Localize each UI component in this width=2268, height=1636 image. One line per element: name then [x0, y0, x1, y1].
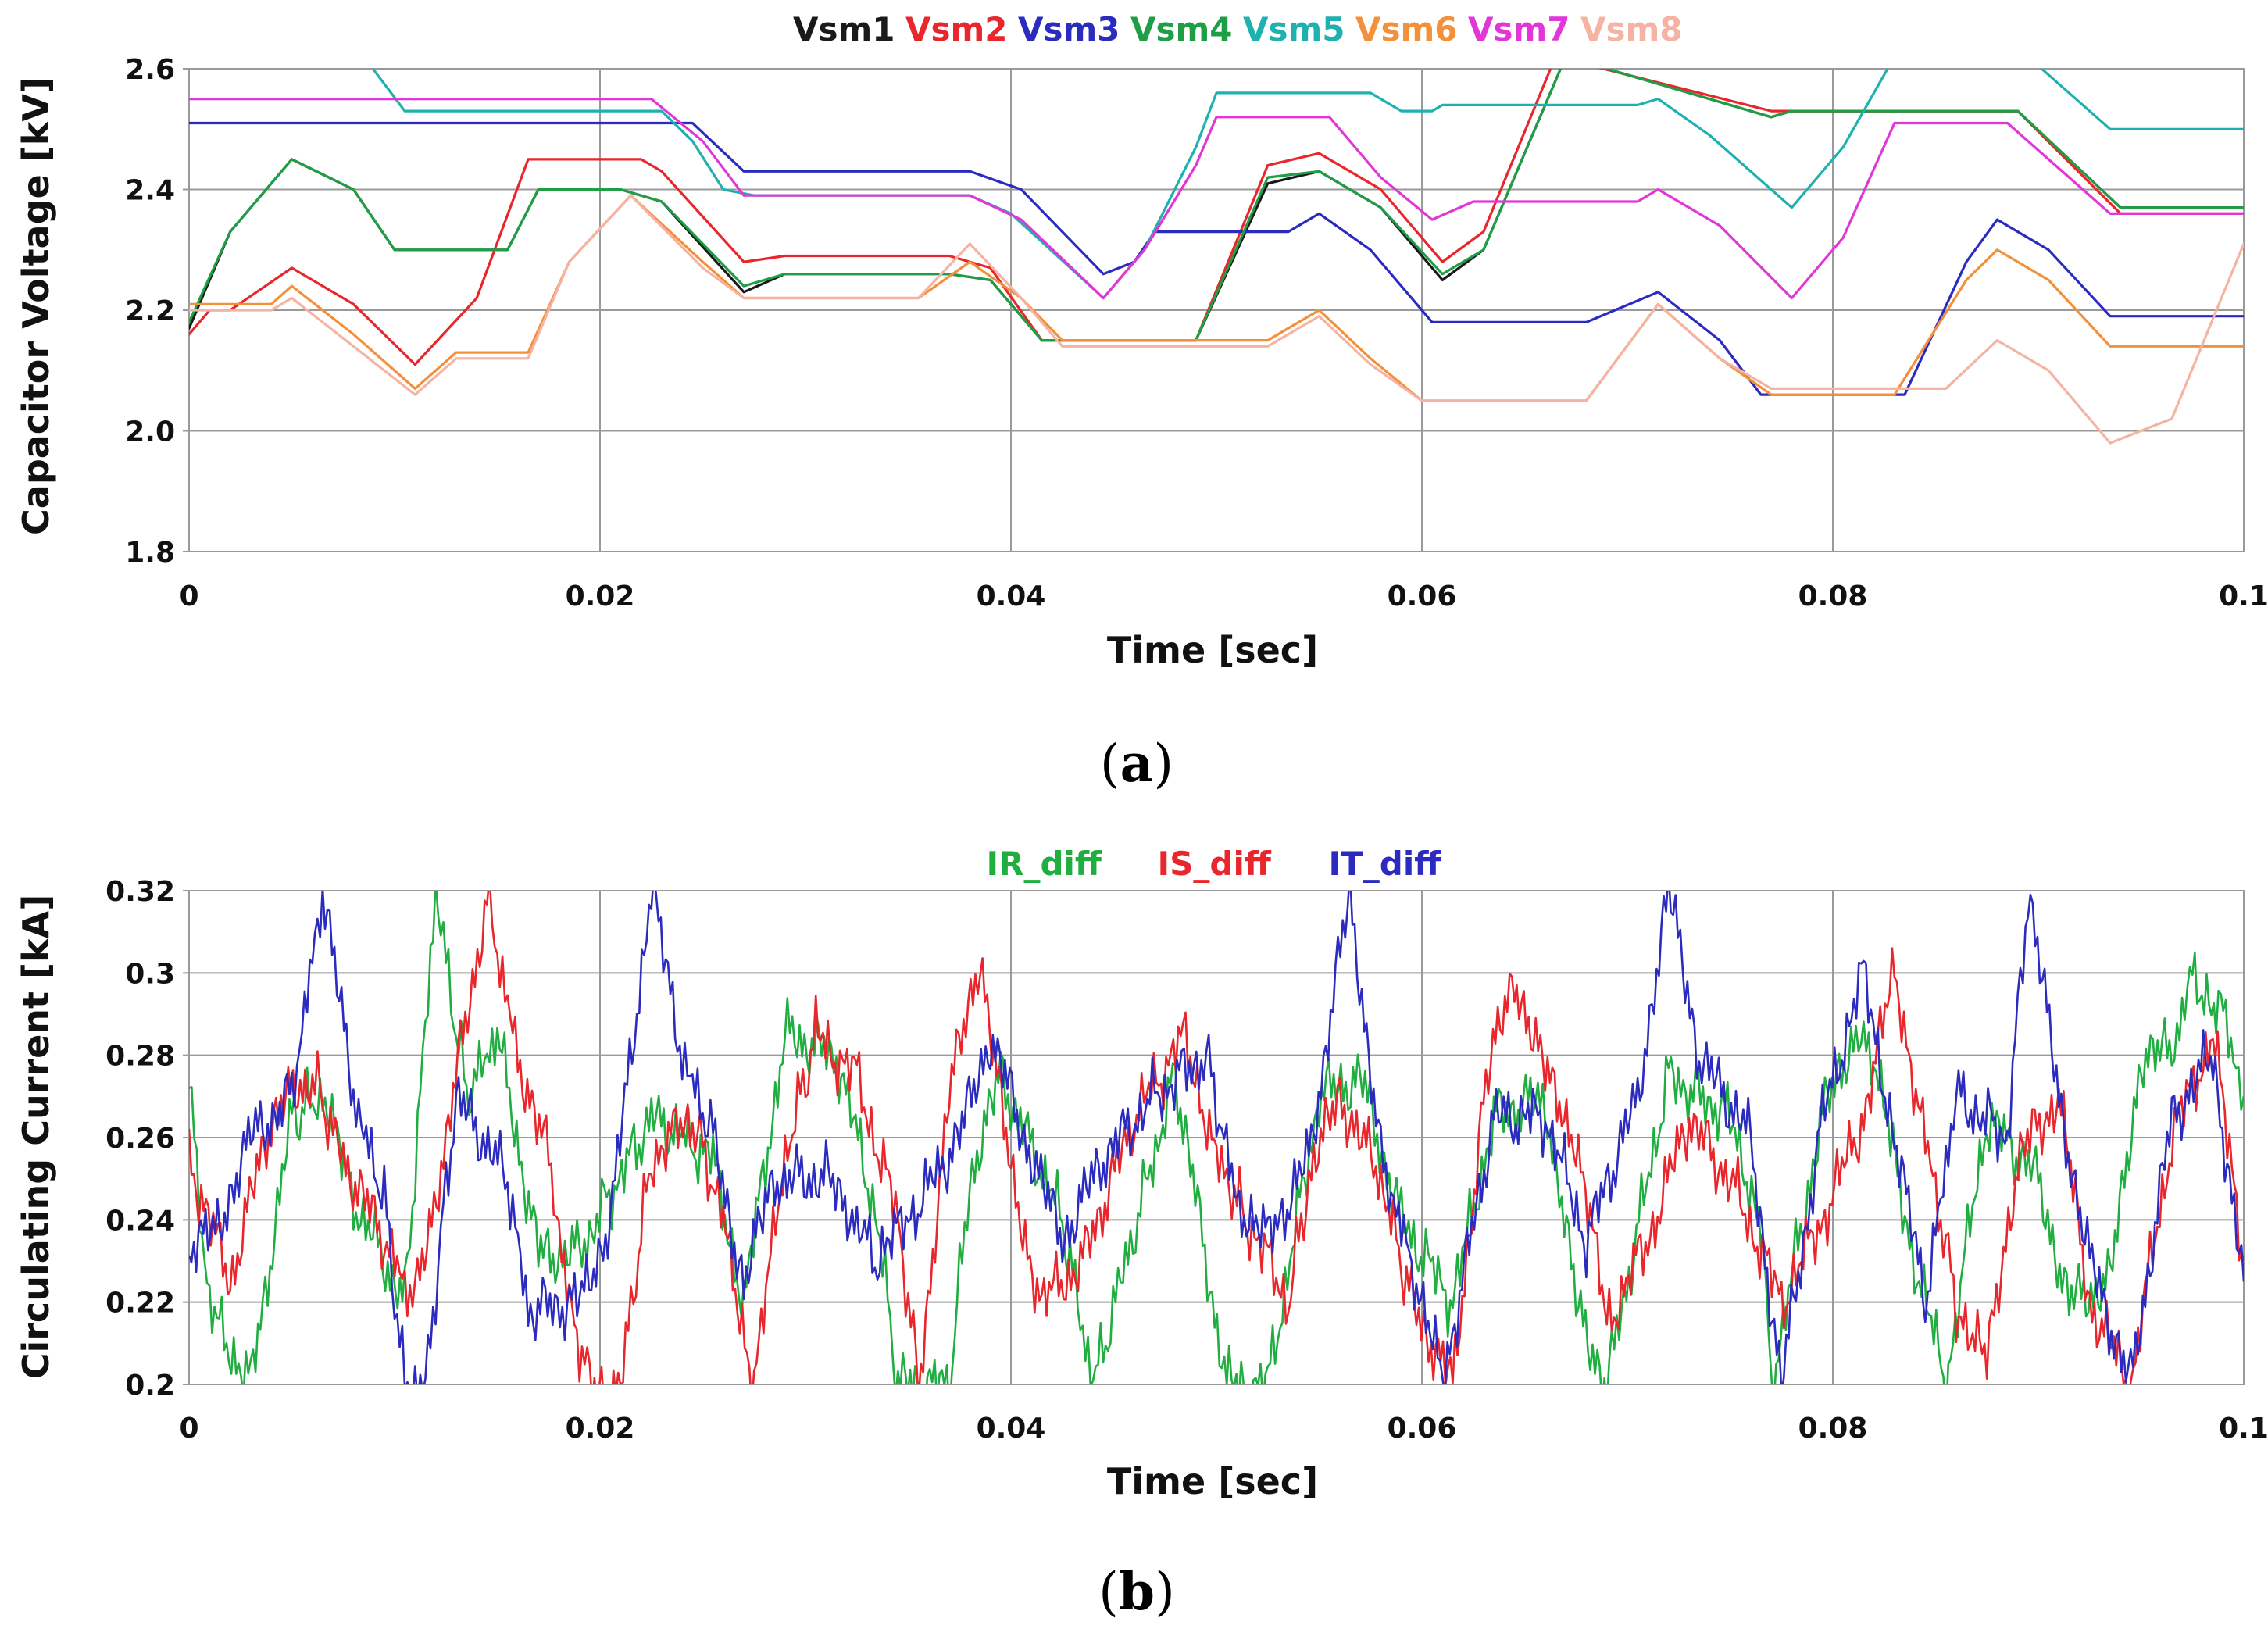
ticks-b: 0 0.02 0.04 0.06 0.08 0.1 0.2 0.22 0.24 0.26 0.28 0…: [105, 876, 2268, 1445]
legend-entry-ir-diff: IR_diff: [987, 845, 1102, 883]
y-tick-label-b: 0.32: [105, 876, 175, 908]
y-tick-label-a: 2.6: [125, 54, 175, 86]
x-tick-label-b: 0: [179, 1413, 198, 1445]
x-tick-label-a: 0.02: [566, 580, 635, 613]
grid-a: [188, 68, 2245, 552]
series-line-vsm8: [189, 194, 2244, 445]
series-line-it-diff: [189, 891, 2244, 1384]
x-tick-label-b: 0.1: [2219, 1413, 2268, 1445]
y-tick-label-b: 0.22: [105, 1288, 175, 1320]
series-line-vsm2: [189, 69, 2244, 366]
panel-label-a: (a): [1100, 733, 1173, 794]
series-layer-a: [189, 69, 2244, 445]
y-tick-label-a: 2.2: [125, 295, 175, 327]
series-layer-b: [189, 891, 2244, 1384]
chart-capacitor-voltage: Vsm1 Vsm2 Vsm3 Vsm4 Vsm5 Vsm6 Vsm7 Vsm8 0 0.02 0.…: [15, 10, 2268, 794]
legend-entry-vsm4: Vsm4: [1130, 10, 1233, 48]
x-tick-label-b: 0.04: [977, 1413, 1046, 1445]
panel-label-b-letter: b: [1119, 1561, 1155, 1622]
y-tick-label-b: 0.26: [105, 1123, 175, 1155]
legend-entry-vsm6: Vsm6: [1355, 10, 1458, 48]
panel-label-a-letter: a: [1120, 733, 1154, 794]
series-line-vsm5: [371, 69, 2244, 300]
series-line-vsm4: [189, 69, 2244, 342]
series-line-ir-diff: [189, 891, 2244, 1384]
y-tick-label-b: 0.28: [105, 1041, 175, 1073]
x-axis-label-a: Time [sec]: [1107, 629, 1318, 671]
legend-entry-vsm2: Vsm2: [905, 10, 1008, 48]
x-tick-label-a: 0.08: [1798, 580, 1868, 613]
series-line-vsm6: [189, 194, 2244, 402]
legend-entry-vsm7: Vsm7: [1468, 10, 1570, 48]
legend-b: IR_diff IS_diff IT_diff: [987, 845, 1442, 883]
panel-label-b: (b): [1098, 1561, 1175, 1622]
x-tick-label-b: 0.02: [566, 1413, 635, 1445]
x-tick-label-b: 0.06: [1388, 1413, 1457, 1445]
legend-entry-vsm1: Vsm1: [793, 10, 895, 48]
legend-a: Vsm1 Vsm2 Vsm3 Vsm4 Vsm5 Vsm6 Vsm7 Vsm8: [793, 10, 1683, 48]
x-tick-label-a: 0.1: [2219, 580, 2268, 613]
chart-circulating-current: IR_diff IS_diff IT_diff 0 0.02 0.04 0.06 0.08 0…: [15, 845, 2268, 1622]
y-tick-label-b: 0.24: [105, 1205, 175, 1237]
x-axis-label-b: Time [sec]: [1107, 1460, 1318, 1502]
legend-entry-it-diff: IT_diff: [1329, 845, 1442, 883]
series-line-is-diff: [189, 891, 2244, 1384]
y-tick-label-a: 2.4: [125, 175, 175, 207]
x-tick-label-a: 0: [179, 580, 198, 613]
ticks-a: 0 0.02 0.04 0.06 0.08 0.1 1.8 2.0 2.2 2.4 2.6: [125, 54, 2268, 613]
y-tick-label-a: 2.0: [125, 416, 175, 448]
series-line-vsm3: [189, 121, 2244, 396]
legend-entry-vsm3: Vsm3: [1018, 10, 1120, 48]
y-axis-label-a: Capacitor Voltage [kV]: [15, 77, 57, 535]
legend-entry-is-diff: IS_diff: [1158, 845, 1272, 883]
x-tick-label-a: 0.04: [977, 580, 1046, 613]
legend-entry-vsm5: Vsm5: [1243, 10, 1345, 48]
x-tick-label-a: 0.06: [1388, 580, 1457, 613]
y-tick-label-b: 0.3: [125, 958, 175, 990]
y-tick-label-b: 0.2: [125, 1370, 175, 1402]
y-tick-label-a: 1.8: [125, 537, 175, 569]
y-axis-label-b: Circulating Current [kA]: [15, 895, 57, 1380]
x-tick-label-b: 0.08: [1798, 1413, 1868, 1445]
legend-entry-vsm8: Vsm8: [1580, 10, 1683, 48]
series-line-vsm7: [189, 98, 2244, 300]
